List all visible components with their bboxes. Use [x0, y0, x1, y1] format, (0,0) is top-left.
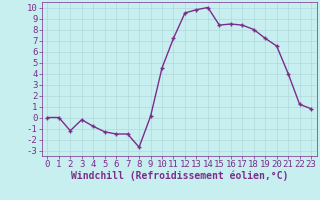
- X-axis label: Windchill (Refroidissement éolien,°C): Windchill (Refroidissement éolien,°C): [70, 171, 288, 181]
